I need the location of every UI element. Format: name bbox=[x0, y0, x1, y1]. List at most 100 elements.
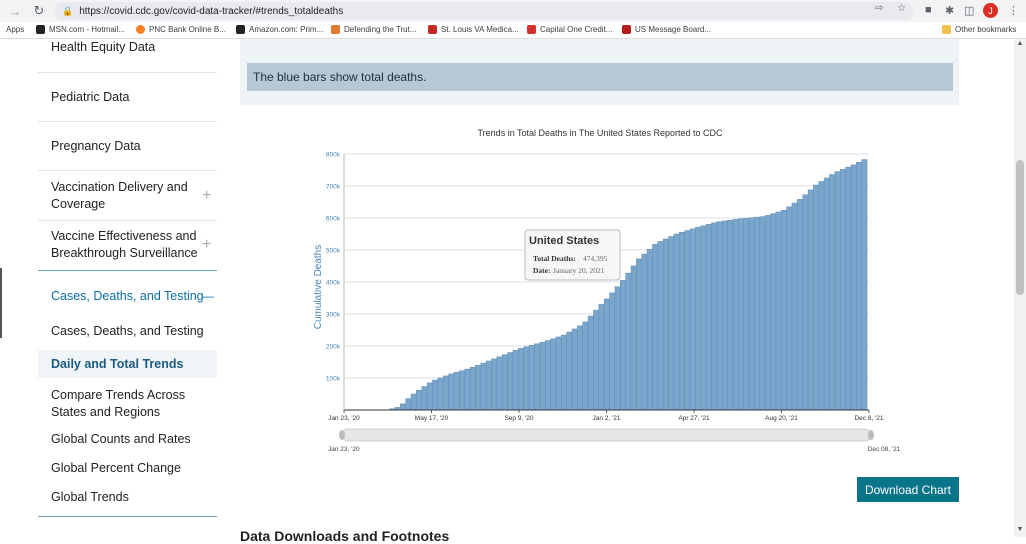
y-tick-label: 300k bbox=[326, 312, 341, 319]
reload-icon[interactable]: ↻ bbox=[33, 3, 45, 18]
sidebar-item-compare-trends[interactable]: Compare Trends Across States and Regions bbox=[51, 388, 186, 419]
scroll-up-icon[interactable]: ▲ bbox=[1016, 40, 1024, 47]
bookmark-pnc[interactable]: PNC Bank Online B... bbox=[136, 25, 226, 34]
y-tick-label: 500k bbox=[326, 248, 341, 255]
bar bbox=[668, 236, 675, 411]
back-arrow-icon[interactable]: → bbox=[8, 3, 22, 19]
bar bbox=[727, 219, 734, 411]
address-bar[interactable]: 🔒 https://covid.cdc.gov/covid-data-track… bbox=[54, 2, 914, 20]
range-end-label: Dec 08, '21 bbox=[868, 446, 901, 453]
sidebar-item-cases-deaths-testing-group[interactable]: Cases, Deaths, and Testing bbox=[51, 289, 204, 303]
y-tick-label: 200k bbox=[326, 344, 341, 351]
bar bbox=[754, 216, 761, 411]
tooltip-date-value: January 20, 2021 bbox=[553, 266, 605, 275]
sidebar-item-vaccination-delivery[interactable]: Vaccination Delivery and Coverage bbox=[51, 180, 188, 211]
bar bbox=[625, 272, 632, 411]
bar bbox=[721, 220, 728, 411]
sidebar-item-pediatric[interactable]: Pediatric Data bbox=[51, 90, 130, 104]
bar bbox=[443, 375, 449, 411]
sidebar-item-vaccine-effectiveness[interactable]: Vaccine Effectiveness and Breakthrough S… bbox=[51, 229, 198, 260]
sidebar-item-global-percent[interactable]: Global Percent Change bbox=[51, 461, 181, 475]
range-slider-right-handle[interactable] bbox=[868, 430, 874, 440]
bar-series bbox=[389, 159, 868, 411]
scroll-down-icon[interactable]: ▼ bbox=[1016, 526, 1024, 533]
bar bbox=[807, 189, 814, 411]
tooltip-date-label: Date: bbox=[533, 266, 551, 275]
bar bbox=[598, 304, 605, 411]
bookmark-defending[interactable]: Defending the Trut... bbox=[331, 25, 417, 34]
bar bbox=[555, 336, 562, 411]
chart-title: Trends in Total Deaths in The United Sta… bbox=[477, 128, 723, 138]
window-edge bbox=[0, 268, 2, 338]
tooltip-box bbox=[524, 229, 621, 281]
bookmark-amazon[interactable]: Amazon.com: Prim... bbox=[236, 25, 323, 34]
range-slider-left-handle[interactable] bbox=[339, 430, 345, 440]
bookmark-usmb[interactable]: US Message Board... bbox=[622, 25, 711, 34]
bar bbox=[405, 398, 412, 411]
share-icon[interactable]: ⇨ bbox=[875, 3, 884, 14]
amazon-icon bbox=[236, 25, 245, 34]
bar bbox=[716, 221, 723, 411]
scrollbar-thumb[interactable] bbox=[1016, 160, 1024, 295]
bar bbox=[791, 202, 798, 411]
bar bbox=[711, 222, 718, 411]
sidebar-item-global-trends[interactable]: Global Trends bbox=[51, 490, 129, 504]
bar bbox=[561, 334, 567, 411]
x-tick-label: May 17, '20 bbox=[415, 415, 449, 422]
extension-icon[interactable]: ■ bbox=[925, 4, 932, 16]
bar bbox=[861, 159, 868, 411]
bar bbox=[657, 241, 664, 411]
puzzle-icon[interactable]: ✱ bbox=[945, 5, 955, 17]
sidebar-item-cases-deaths-testing[interactable]: Cases, Deaths, and Testing bbox=[51, 324, 204, 338]
sidebar-item-health-equity[interactable]: Health Equity Data bbox=[51, 40, 156, 54]
bar bbox=[416, 390, 423, 411]
x-tick-label: Sep 9, '20 bbox=[504, 415, 533, 422]
bookmark-star-icon[interactable]: ☆ bbox=[897, 3, 906, 14]
sidebar-item-global-counts[interactable]: Global Counts and Rates bbox=[51, 432, 191, 446]
bar bbox=[421, 386, 428, 411]
sidebar-item-daily-total-trends[interactable]: Daily and Total Trends bbox=[38, 350, 217, 378]
bar bbox=[823, 177, 830, 411]
bar bbox=[797, 199, 803, 411]
bar bbox=[544, 340, 551, 411]
tooltip-deaths-value: 474,395 bbox=[583, 254, 608, 263]
avatar[interactable]: J bbox=[983, 3, 998, 18]
expand-icon[interactable]: + bbox=[202, 236, 212, 253]
bar bbox=[426, 382, 433, 411]
x-tick-label: Jan 23, '20 bbox=[328, 415, 360, 422]
bookmark-va[interactable]: St. Louis VA Medica... bbox=[428, 25, 519, 34]
divider bbox=[38, 72, 217, 73]
y-tick-label: 800k bbox=[326, 152, 341, 159]
y-axis-ticks: 100k 200k 300k 400k 500k 600k 700k 800k bbox=[326, 152, 341, 383]
menu-dots-icon[interactable]: ⋮ bbox=[1008, 5, 1019, 17]
bar bbox=[845, 166, 852, 411]
expand-icon[interactable]: + bbox=[202, 187, 212, 204]
divider bbox=[38, 121, 217, 122]
bookmark-capital-one[interactable]: Capital One Credit... bbox=[527, 25, 612, 34]
bar bbox=[748, 217, 755, 411]
sidepanel-icon[interactable]: ◫ bbox=[964, 5, 975, 17]
msn-icon bbox=[36, 25, 45, 34]
bar bbox=[630, 265, 637, 411]
range-slider-track[interactable] bbox=[341, 428, 872, 442]
bar bbox=[571, 328, 578, 411]
bookmarks-bar: Apps MSN.com - Hotmail... PNC Bank Onlin… bbox=[0, 22, 1026, 39]
bar bbox=[464, 368, 471, 411]
bar bbox=[577, 325, 583, 411]
bar bbox=[641, 253, 648, 411]
other-bookmarks[interactable]: Other bookmarks bbox=[942, 25, 1016, 34]
bar bbox=[512, 350, 519, 411]
bar bbox=[502, 354, 508, 411]
tooltip: United States Total Deaths: 474,395 Date… bbox=[524, 229, 621, 281]
bookmark-msn[interactable]: MSN.com - Hotmail... bbox=[36, 25, 125, 34]
bar bbox=[764, 215, 771, 411]
bar bbox=[432, 379, 439, 411]
bar bbox=[582, 321, 589, 411]
collapse-icon[interactable]: — bbox=[202, 289, 214, 303]
bar bbox=[673, 233, 680, 411]
bookmark-apps[interactable]: Apps bbox=[6, 25, 25, 34]
bar bbox=[834, 171, 841, 411]
download-chart-button[interactable]: Download Chart bbox=[857, 477, 959, 502]
sidebar-item-pregnancy[interactable]: Pregnancy Data bbox=[51, 139, 141, 153]
bar bbox=[738, 218, 744, 411]
